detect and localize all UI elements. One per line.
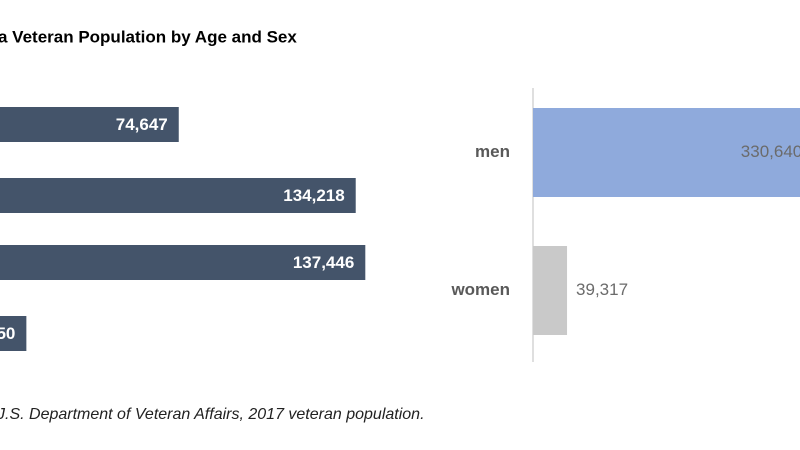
value-label: 134,218 — [283, 186, 344, 205]
category-label: men — [475, 142, 510, 161]
value-label: 137,446 — [293, 253, 354, 272]
value-label: 39,317 — [576, 280, 628, 299]
bar — [0, 316, 27, 351]
source-note: J.S. Department of Veteran Affairs, 2017… — [0, 406, 425, 423]
bar — [0, 107, 179, 142]
bar — [0, 245, 366, 280]
category-label: women — [450, 280, 510, 299]
bar — [533, 246, 568, 335]
bar — [0, 178, 356, 213]
value-label: 74,647 — [116, 115, 168, 134]
value-label: 330,640 — [741, 142, 800, 161]
chart-title: a Veteran Population by Age and Sex — [0, 27, 297, 46]
value-label: 23,350 — [0, 324, 15, 343]
bar — [533, 108, 800, 197]
